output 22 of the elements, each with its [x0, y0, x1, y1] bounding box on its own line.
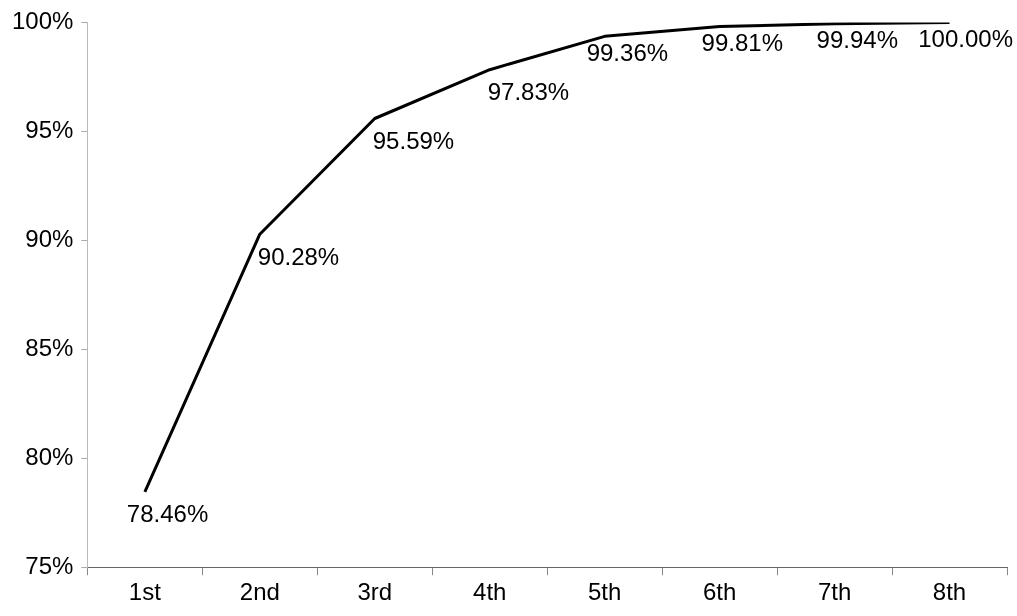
- y-tick-label: 90%: [25, 224, 74, 252]
- y-tick-label: 75%: [25, 551, 74, 579]
- x-tick-label: 7th: [817, 578, 852, 606]
- x-tick-label: 3rd: [357, 578, 393, 606]
- x-tick-label: 1st: [128, 578, 162, 606]
- y-tick-label: 100%: [11, 7, 74, 35]
- data-label: 78.46%: [126, 500, 209, 528]
- x-tick-label: 8th: [932, 578, 967, 606]
- data-label: 90.28%: [257, 242, 340, 270]
- data-label: 99.94%: [816, 26, 898, 54]
- x-tick-label: 2nd: [239, 578, 280, 606]
- data-label: 99.36%: [586, 38, 669, 66]
- data-label: 97.83%: [487, 78, 570, 106]
- data-label: 99.81%: [701, 29, 784, 57]
- x-tick-label: 5th: [587, 578, 622, 606]
- y-tick-label: 80%: [25, 442, 74, 470]
- data-label: 95.59%: [372, 127, 455, 155]
- y-tick-label: 85%: [25, 333, 74, 361]
- y-tick-label: 95%: [25, 115, 74, 143]
- x-tick-label: 4th: [473, 578, 507, 606]
- x-tick-label: 6th: [702, 578, 737, 606]
- data-label: 100.00%: [918, 25, 1013, 53]
